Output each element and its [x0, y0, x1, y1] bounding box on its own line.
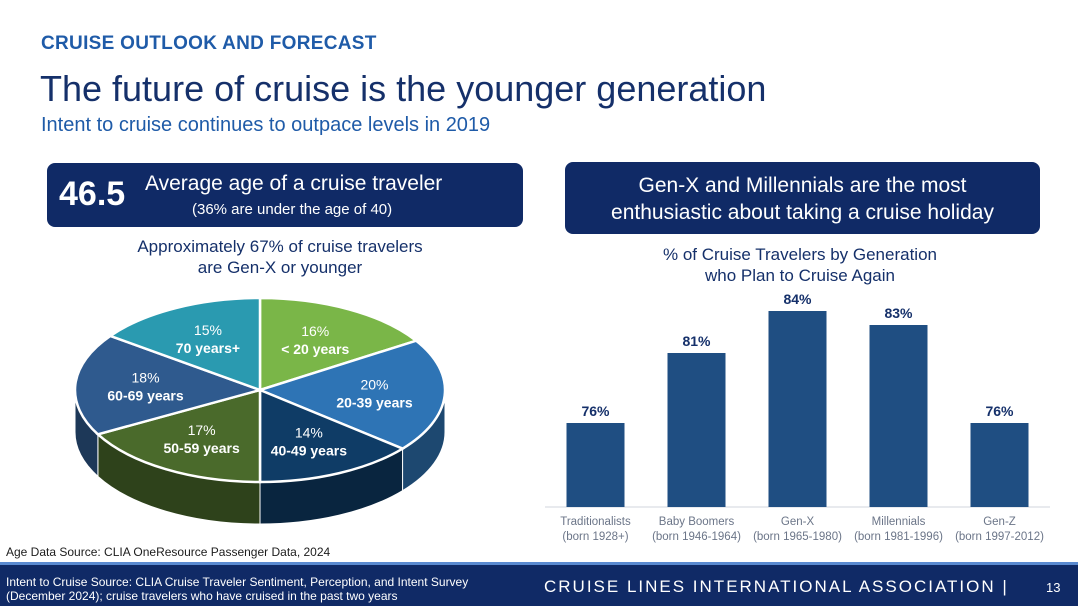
bar-value-label-1: 81% [682, 333, 711, 349]
bar-caption: % of Cruise Travelers by Generation who … [560, 244, 1040, 286]
pie-side-walls [74, 389, 446, 525]
pie-caption-line2: are Gen-X or younger [197, 258, 363, 277]
intent-source-line1: Intent to Cruise Source: CLIA Cruise Tra… [6, 575, 469, 589]
footer-brand: CRUISE LINES INTERNATIONAL ASSOCIATION | [544, 577, 1009, 596]
pie-pct-label-2: 14% [295, 425, 323, 441]
average-age-label: Average age of a cruise traveler [145, 172, 443, 195]
generation-callout-line2: enthusiastic about taking a cruise holid… [611, 201, 994, 224]
bar-sublabel-4: (born 1997-2012) [955, 531, 1044, 543]
pie-pct-label-4: 18% [132, 369, 160, 385]
pie-slices [73, 296, 447, 484]
bar-value-label-2: 84% [783, 291, 812, 307]
pie-category-label-0: < 20 years [281, 341, 349, 357]
pie-pct-label-0: 16% [301, 323, 329, 339]
intent-data-source: Intent to Cruise Source: CLIA Cruise Tra… [6, 575, 468, 603]
pie-slice-1 [256, 339, 447, 451]
bar-sublabel-3: (born 1981-1996) [854, 531, 943, 543]
bar-caption-line2: who Plan to Cruise Again [705, 266, 895, 285]
average-age-value: 46.5 [59, 175, 126, 213]
bar-value-label-0: 76% [581, 403, 610, 419]
bar-caption-line1: % of Cruise Travelers by Generation [662, 245, 937, 264]
pie-pct-label-5: 15% [194, 322, 222, 338]
pie-slice-2 [258, 388, 406, 484]
bar-category-label-1: Baby Boomers [659, 516, 735, 528]
pie-pct-label-1: 20% [360, 377, 388, 393]
page-subtitle: Intent to cruise continues to outpace le… [41, 114, 491, 136]
average-age-note: (36% are under the age of 40) [192, 201, 393, 218]
pie-category-label-4: 60-69 years [107, 387, 184, 403]
pie-labels: 16% < 20 years 20% 20-39 years 14% 40-49 year… [107, 322, 412, 458]
pie-category-label-5: 70 years+ [176, 340, 240, 356]
bar-category-label-2: Gen-X [781, 516, 815, 528]
pie-category-label-2: 40-49 years [271, 443, 348, 459]
bar-sublabel-2: (born 1965-1980) [753, 531, 842, 543]
intent-source-line2: (December 2024); cruise travelers who ha… [6, 589, 398, 603]
bar-value-label-4: 76% [985, 403, 1014, 419]
pie-caption-line1: Approximately 67% of cruise travelers [137, 237, 423, 256]
pie-slice-4 [73, 334, 265, 436]
pie-caption: Approximately 67% of cruise travelers ar… [70, 236, 490, 278]
bar-category-label-3: Millennials [872, 516, 926, 528]
pie-category-label-1: 20-39 years [336, 395, 413, 411]
average-age-callout: 46.5 Average age of a cruise traveler (3… [47, 163, 523, 227]
age-data-source: Age Data Source: CLIA OneResource Passen… [6, 545, 331, 559]
bar-1 [667, 353, 726, 507]
generation-bar-chart: 76% Traditionalists (born 1928+) 81% Baby Bo… [545, 291, 1050, 543]
age-pie-chart: 16% < 20 years 20% 20-39 years 14% 40-49 year… [73, 296, 447, 525]
page-number: 13 [1046, 580, 1061, 595]
pie-slice-5 [107, 296, 262, 392]
page-title: The future of cruise is the younger gene… [40, 68, 767, 109]
bar-value-label-3: 83% [884, 305, 913, 321]
pie-slice-0 [258, 296, 419, 392]
bar-sublabel-0: (born 1928+) [562, 531, 628, 543]
bar-2 [768, 311, 827, 507]
bar-3 [869, 325, 928, 507]
bar-sublabel-1: (born 1946-1964) [652, 531, 741, 543]
pie-category-label-3: 50-59 years [163, 440, 240, 456]
bar-category-label-4: Gen-Z [983, 516, 1016, 528]
generation-callout-line1: Gen-X and Millennials are the most [638, 174, 967, 197]
footer-bar [0, 562, 1078, 606]
bar-4 [970, 423, 1029, 507]
pie-slice-3 [95, 388, 262, 484]
pie-pct-label-3: 17% [188, 422, 216, 438]
generation-callout: Gen-X and Millennials are the most enthu… [565, 162, 1040, 234]
bar-category-label-0: Traditionalists [560, 516, 631, 528]
bar-0 [566, 423, 625, 507]
section-label: CRUISE OUTLOOK AND FORECAST [41, 33, 377, 54]
